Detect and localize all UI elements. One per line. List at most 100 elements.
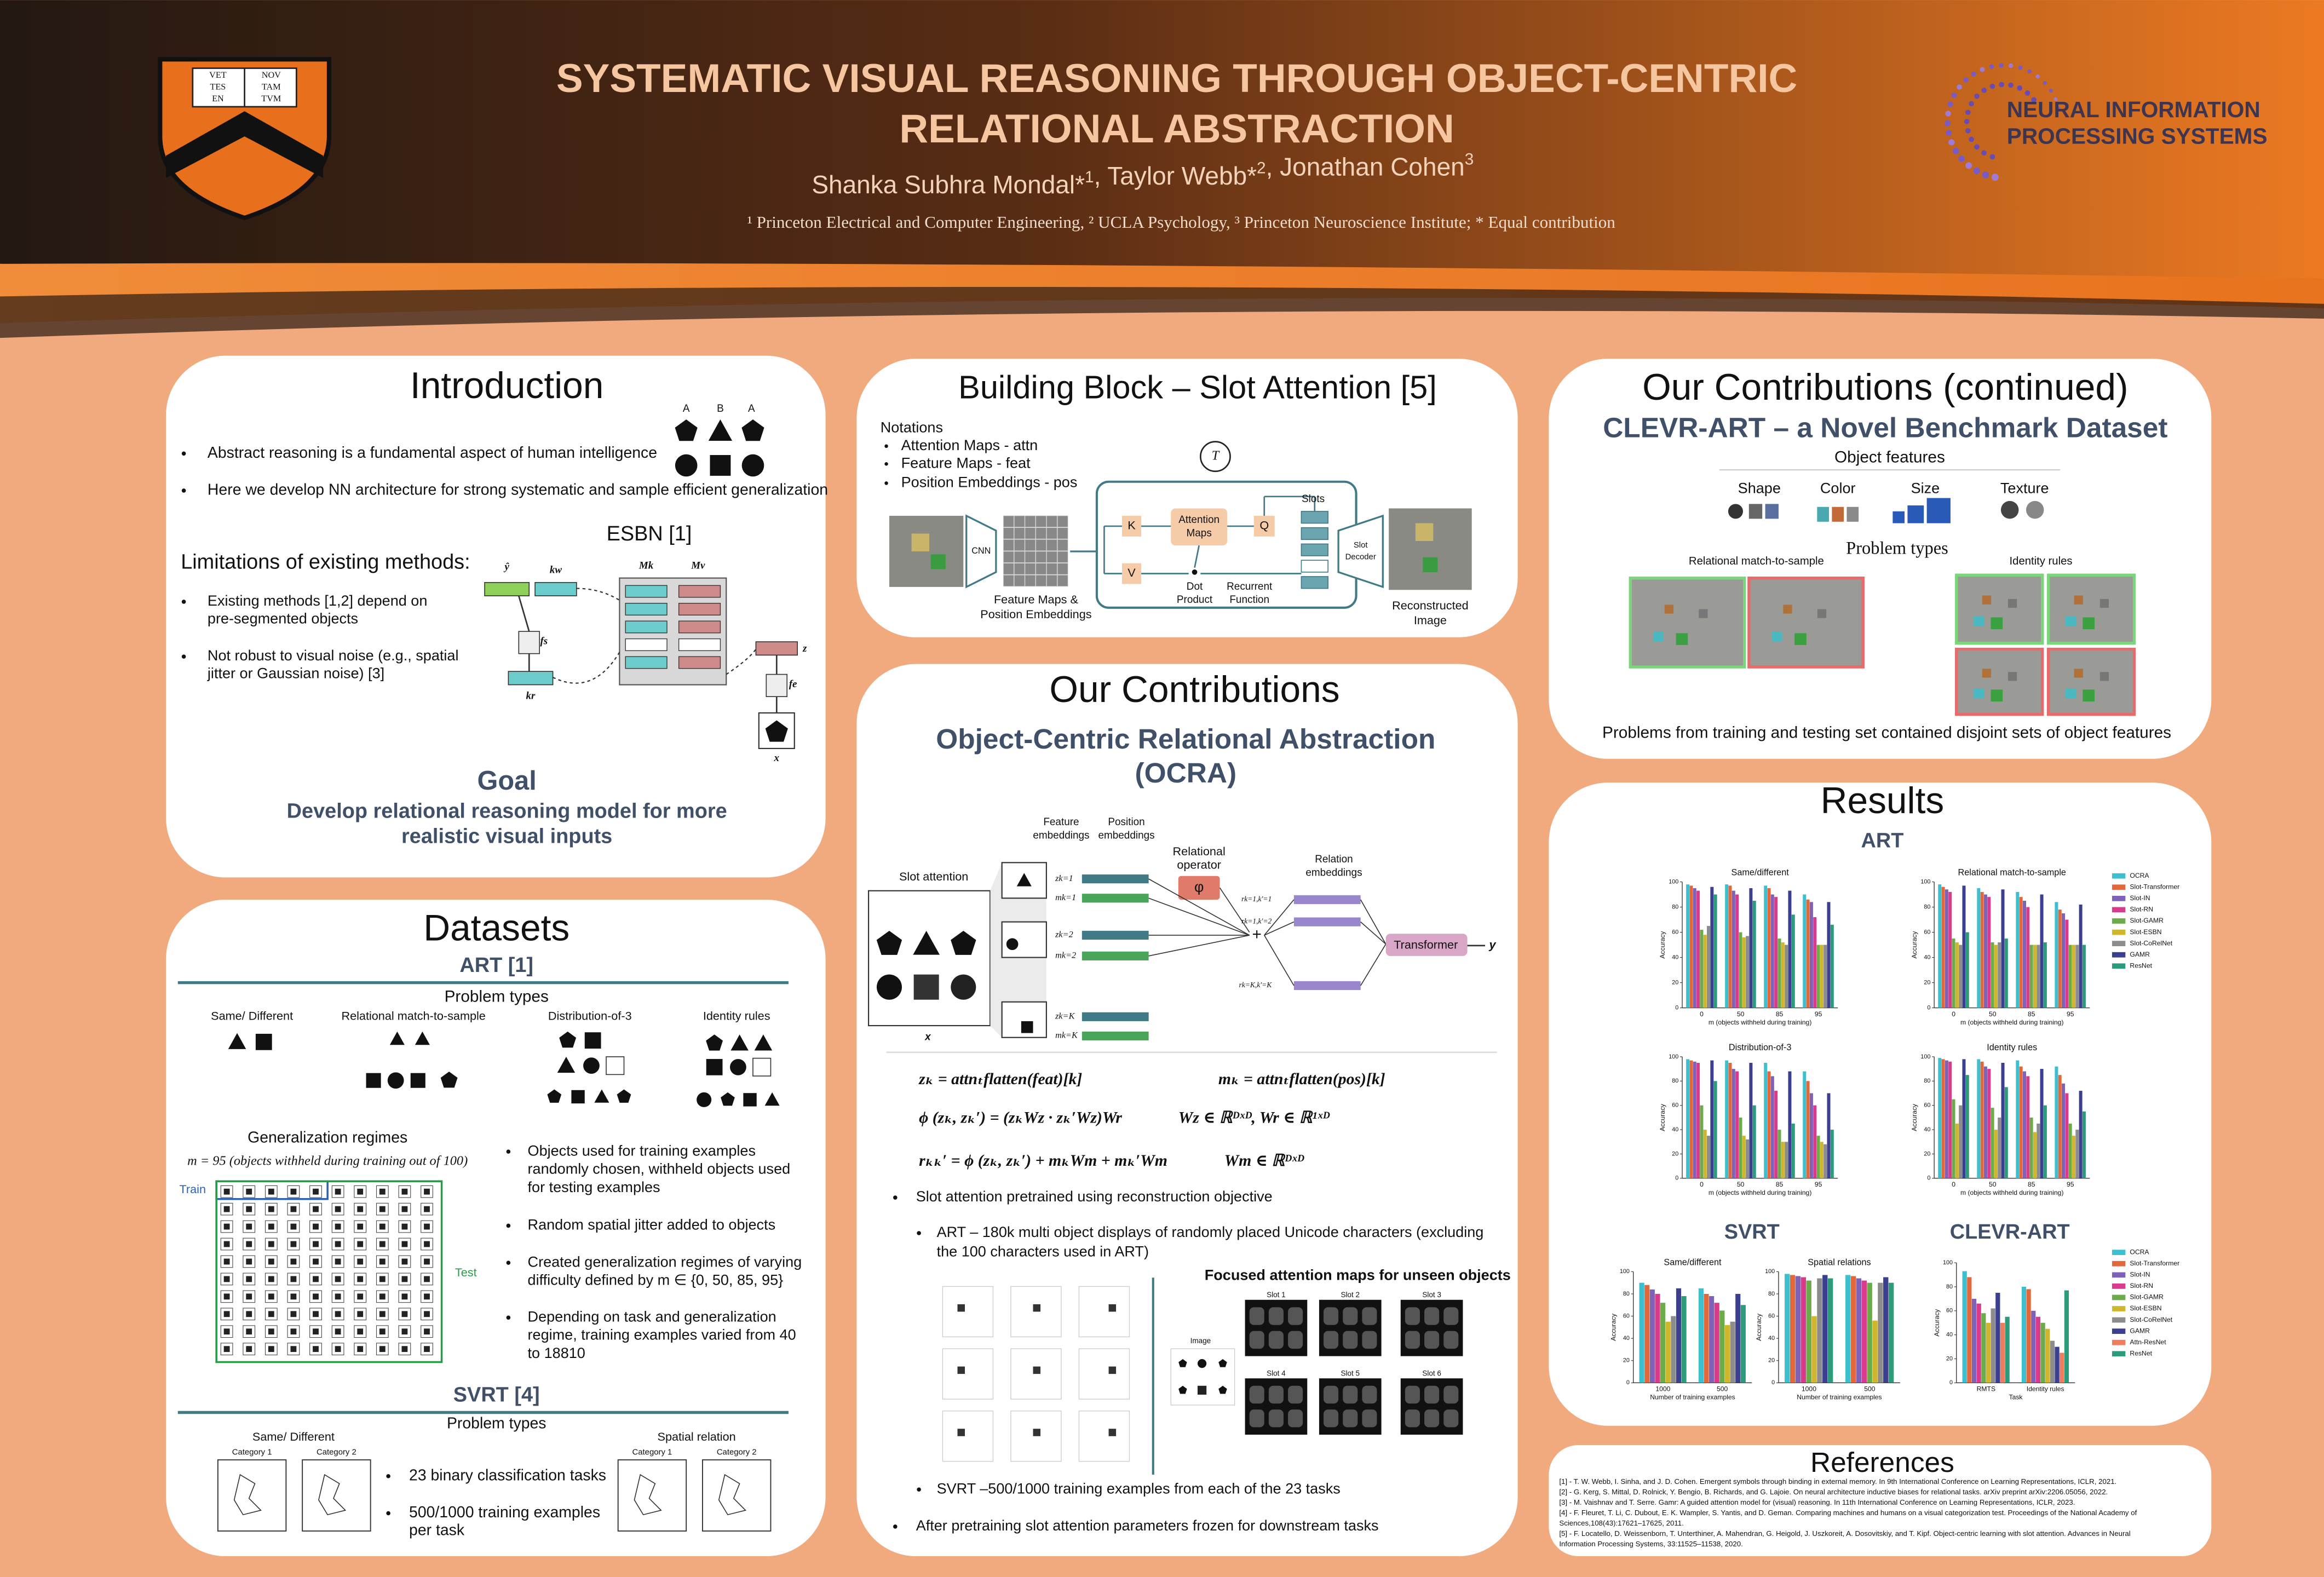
- glyph: [223, 1293, 230, 1300]
- attention-blob: [1424, 1331, 1440, 1349]
- bar: [1823, 1144, 1827, 1178]
- shape: [1218, 1359, 1227, 1367]
- bar: [1980, 1061, 1984, 1178]
- bar: [1830, 924, 1834, 1008]
- bar: [1719, 1310, 1725, 1383]
- glyph: [313, 1311, 319, 1317]
- attention-blob: [1405, 1409, 1420, 1428]
- y-tick-label: 100: [1920, 878, 1930, 885]
- shape: [2065, 688, 2076, 699]
- slot-label: Slot 6: [1422, 1369, 1441, 1378]
- shape: [2099, 672, 2109, 681]
- bullet-text: pre-segmented objects: [208, 611, 358, 627]
- equation: mₖ = attnₜflatten(pos)[k]: [1218, 1070, 1385, 1088]
- bar: [1707, 926, 1711, 1008]
- notation: Position Embeddings - pos: [901, 474, 1078, 491]
- x-axis-label: m (objects withheld during training): [1960, 1018, 2064, 1026]
- y-tick-label: 60: [1924, 1102, 1930, 1109]
- y-tick-label: 60: [1672, 929, 1678, 935]
- diagram-label: Attention: [1178, 514, 1219, 526]
- bar: [2075, 1130, 2079, 1178]
- bar: [1739, 932, 1742, 1008]
- glyph: [335, 1311, 341, 1317]
- shape: [1892, 511, 1905, 523]
- diagram-label: Recurrent: [1227, 581, 1273, 592]
- x-axis-label: Number of training examples: [1797, 1394, 1882, 1401]
- x-tick-label: 500: [1717, 1385, 1728, 1393]
- bar: [1764, 885, 1768, 1008]
- bar: [1845, 1275, 1851, 1383]
- glyph: [379, 1241, 386, 1247]
- shape: [1699, 609, 1708, 618]
- bar: [1735, 1293, 1741, 1383]
- attention-blob: [1288, 1409, 1303, 1428]
- shape: [1817, 507, 1829, 522]
- logo-dot: [1982, 171, 1989, 179]
- bar: [2004, 939, 2008, 1008]
- y-tick-label: 100: [1620, 1268, 1630, 1275]
- bar: [1813, 1105, 1817, 1178]
- feature-cell: [1046, 574, 1057, 587]
- glyph: [313, 1258, 319, 1265]
- bar: [1790, 1275, 1796, 1383]
- logo-dot: [2031, 97, 2037, 103]
- bar: [1767, 888, 1771, 1008]
- bar: [1686, 1059, 1690, 1178]
- logo-dot: [1958, 156, 1965, 162]
- problem-type: Same/ Different: [211, 1009, 293, 1023]
- feature-cell: [1046, 551, 1057, 563]
- shape: [228, 1033, 246, 1049]
- glyph: [223, 1223, 230, 1230]
- bullet-dot: [917, 1487, 921, 1492]
- section-title: References: [1810, 1446, 1954, 1478]
- bullet-dot: [917, 1231, 921, 1235]
- connector: [1360, 943, 1387, 986]
- unicode-display: [942, 1411, 994, 1462]
- y-tick-label: 80: [1768, 1291, 1775, 1297]
- bar: [1681, 1296, 1687, 1383]
- glyph: [290, 1188, 297, 1195]
- relation-bar: [1293, 895, 1361, 905]
- y-tick-label: 60: [1768, 1313, 1775, 1319]
- glyph: [268, 1346, 274, 1352]
- diagram-label: embeddings: [1098, 830, 1154, 842]
- legend-swatch: [2112, 1272, 2126, 1278]
- bar: [1671, 1316, 1676, 1383]
- glyph: [357, 1346, 364, 1352]
- bar: [1888, 1282, 1894, 1383]
- chart-title: Same/different: [1664, 1257, 1722, 1267]
- attention-blob: [1249, 1409, 1264, 1428]
- glyph: [223, 1311, 230, 1317]
- bar: [1725, 1060, 1729, 1178]
- subtitle: Object-Centric Relational Abstraction: [936, 723, 1435, 755]
- glyph: [335, 1188, 341, 1195]
- shape-label: A: [683, 403, 690, 415]
- shield-text: TVM: [261, 94, 281, 103]
- bar: [2058, 910, 2062, 1008]
- glyph: [290, 1276, 297, 1282]
- bar: [1991, 1308, 1995, 1383]
- logo-dot: [1952, 147, 1959, 154]
- bar: [2082, 945, 2086, 1008]
- bullet-text: Here we develop NN architecture for stro…: [208, 481, 828, 498]
- image-box: [1170, 1348, 1235, 1406]
- shape: [1253, 515, 1275, 537]
- feature-cell: [1036, 527, 1047, 539]
- legend-swatch: [2112, 895, 2126, 901]
- bullet-dot: [386, 1474, 390, 1478]
- bar: [2058, 1075, 2062, 1178]
- bar: [2060, 1352, 2064, 1383]
- shape: [1218, 1385, 1227, 1394]
- feature-cell: [1057, 563, 1068, 575]
- bullet-text: ART – 180k multi object displays of rand…: [937, 1224, 1484, 1240]
- shape: [617, 1089, 631, 1103]
- glyph: [223, 1346, 230, 1352]
- authors: Shanka Subhra Mondal*1, Taylor Webb*2, J…: [812, 150, 1474, 199]
- category-label: Category 1: [232, 1448, 272, 1457]
- glyph: [379, 1346, 386, 1352]
- chart-title: Spatial relations: [1808, 1257, 1871, 1267]
- shape: [255, 1033, 272, 1050]
- bar: [1977, 1059, 1981, 1178]
- shape: [389, 1031, 405, 1045]
- bar: [1995, 1292, 2000, 1383]
